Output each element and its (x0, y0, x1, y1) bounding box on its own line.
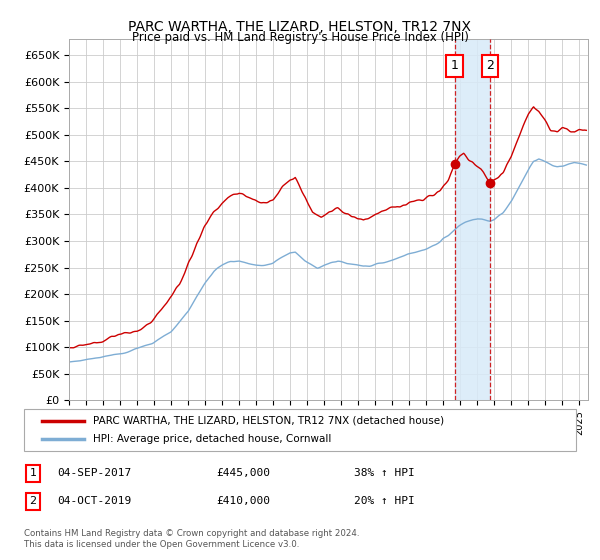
Text: Contains HM Land Registry data © Crown copyright and database right 2024.
This d: Contains HM Land Registry data © Crown c… (24, 529, 359, 549)
Text: 1: 1 (451, 59, 458, 72)
Text: £445,000: £445,000 (216, 468, 270, 478)
Text: 04-OCT-2019: 04-OCT-2019 (57, 496, 131, 506)
Text: 2: 2 (486, 59, 494, 72)
Text: 2: 2 (29, 496, 37, 506)
Text: £410,000: £410,000 (216, 496, 270, 506)
Text: PARC WARTHA, THE LIZARD, HELSTON, TR12 7NX (detached house): PARC WARTHA, THE LIZARD, HELSTON, TR12 7… (93, 416, 444, 426)
Text: 20% ↑ HPI: 20% ↑ HPI (354, 496, 415, 506)
Text: 04-SEP-2017: 04-SEP-2017 (57, 468, 131, 478)
Text: Price paid vs. HM Land Registry's House Price Index (HPI): Price paid vs. HM Land Registry's House … (131, 31, 469, 44)
Text: 38% ↑ HPI: 38% ↑ HPI (354, 468, 415, 478)
Text: HPI: Average price, detached house, Cornwall: HPI: Average price, detached house, Corn… (93, 434, 331, 444)
Text: 1: 1 (29, 468, 37, 478)
Bar (455, 39, 490, 400)
Text: PARC WARTHA, THE LIZARD, HELSTON, TR12 7NX: PARC WARTHA, THE LIZARD, HELSTON, TR12 7… (128, 20, 472, 34)
